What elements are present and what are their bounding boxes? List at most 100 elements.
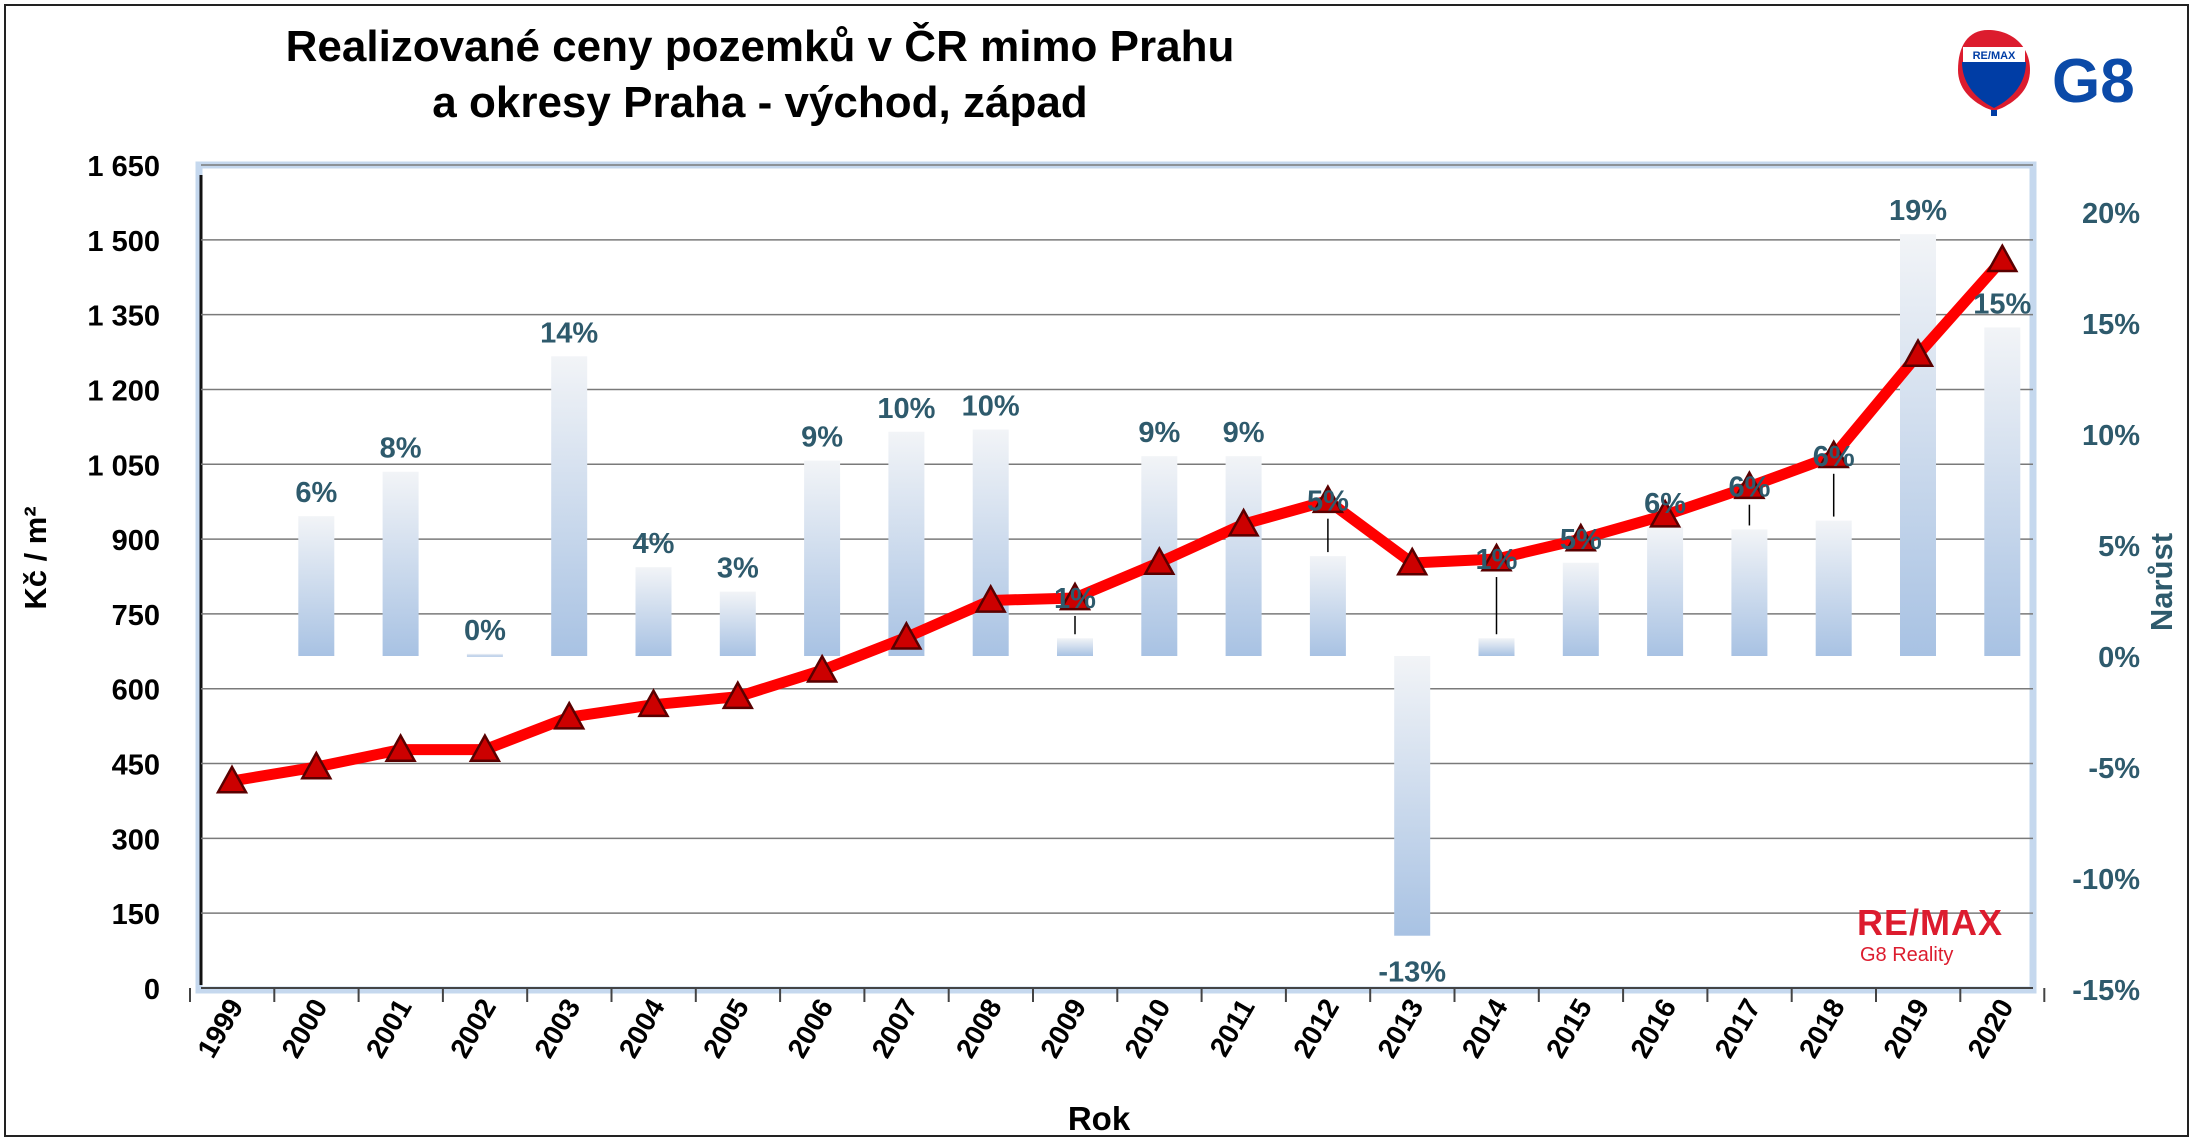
x-tick-label: 2006 [781,994,839,1063]
bar-value-label: 14% [540,317,598,349]
growth-bar [1562,562,1599,656]
bar-value-label: 19% [1889,195,1947,227]
right-tick-label: -15% [2072,975,2140,1007]
bar-value-label: 6% [1813,441,1855,473]
price-line [226,254,2008,787]
left-tick-label: 900 [112,525,160,557]
growth-bar [298,516,335,656]
bar-value-label: 9% [801,422,843,454]
price-marker [1733,470,1766,500]
growth-bar [1478,638,1515,656]
price-marker [805,653,839,683]
x-tick-label: 2013 [1371,994,1429,1063]
chart-title-line-1: Realizované ceny pozemků v ČR mimo Prahu [285,22,1235,71]
watermark-remax-text: RE/MAX [1857,902,2003,943]
x-tick-label: 2017 [1709,994,1767,1063]
x-tick-label: 2014 [1456,993,1514,1063]
left-tick-label: 150 [112,899,160,931]
growth-bar [382,471,419,656]
x-tick-label: 2000 [276,994,334,1063]
x-axis-ticks: 1999 2000 2001 2002 2003 2004 2005 2006 2007 2008… [189,988,2046,1063]
growth-bar [1225,456,1262,656]
x-tick-label: 2005 [697,994,755,1063]
bar-value-label: 6% [1728,472,1770,504]
left-axis-title: Kč / m² [18,506,53,609]
right-axis-title: Narůst [2144,533,2179,631]
price-marker [1396,546,1429,576]
x-tick-label: 2001 [360,994,418,1063]
left-tick-label: 0 [144,974,160,1006]
price-marker [1480,542,1513,572]
bar-value-label: 0% [464,615,506,647]
bar-value-label: 8% [380,433,422,465]
x-tick-label: 2002 [444,994,502,1063]
left-tick-label: 1 350 [87,301,160,333]
growth-bar [1647,527,1684,656]
bar-value-label: 9% [1138,417,1180,449]
price-marker [1058,581,1092,611]
bar-value-label: 1% [1476,544,1518,576]
right-tick-label: 10% [2082,420,2140,452]
growth-bar [972,429,1009,656]
price-marker [384,733,417,763]
left-tick-label: 1 650 [87,151,160,183]
growth-bar [888,431,925,656]
price-marker [468,733,502,763]
left-tick-label: 600 [112,675,160,707]
x-tick-label: 1999 [191,994,249,1063]
bar-value-label: 4% [633,528,675,560]
growth-bar [1984,327,2021,656]
x-tick-label: 2018 [1793,994,1851,1063]
right-tick-label: 5% [2098,531,2140,563]
x-axis-title: Rok [1068,1100,1131,1137]
price-marker [1817,439,1850,469]
price-marker [1986,243,2019,273]
x-tick-label: 2003 [528,994,586,1063]
right-tick-label: -10% [2072,864,2140,896]
right-tick-label: 15% [2082,309,2140,341]
growth-bar [719,591,756,656]
watermark-sub-text: G8 Reality [1860,944,1953,966]
price-marker [1311,484,1345,514]
x-tick-label: 2010 [1119,994,1177,1063]
growth-bar [1309,556,1346,656]
bar-value-label: 3% [717,553,759,585]
left-tick-label: 300 [112,824,160,856]
price-marker [974,583,1007,613]
growth-bar [804,460,841,656]
price-marker [215,764,249,794]
price-marker [1227,507,1260,537]
growth-bar [1394,656,1431,936]
bar-value-label: 5% [1307,486,1349,518]
leader-lines [1074,473,1835,635]
left-tick-label: 1 200 [87,375,160,407]
x-tick-label: 2020 [1962,994,2020,1063]
gridlines [201,164,2033,989]
price-marker [890,620,923,650]
bar-value-label: 6% [1644,488,1686,520]
x-tick-label: 2016 [1624,994,1682,1063]
left-axis-ticks: 0 150 300 450 600 750 900 1 050 1 200 1 350 1 500 1… [87,151,160,1006]
growth-bar [1057,638,1093,656]
x-tick-label: 2015 [1540,994,1598,1063]
bar-value-label: 10% [877,393,935,425]
bar-value-label: -13% [1378,957,1446,989]
price-marker [1901,337,1935,367]
bar-labels: 6% 8% 0% 14% 4% 3% 9% 10% 10% 1% 9% 9% 5% -13% 1% 5% 6% 6… [295,195,2031,989]
x-tick-label: 2011 [1204,994,1261,1062]
bar-series [298,234,2021,936]
left-tick-label: 1 500 [87,226,160,258]
right-axis-ticks: -15% -10% -5% 0% 5% 10% 15% 20% [2072,198,2140,1007]
x-tick-label: 2012 [1287,994,1345,1063]
price-marker [1143,545,1176,575]
price-marker [1564,522,1597,552]
bar-value-label: 15% [1973,288,2031,320]
x-tick-label: 2004 [613,993,671,1063]
growth-bar [1815,520,1852,656]
growth-bar [466,653,503,657]
price-markers [215,243,2019,794]
chart-title-line-2: a okresy Praha - východ, západ [432,78,1088,127]
right-tick-label: 0% [2098,642,2140,674]
x-tick-label: 2007 [866,994,924,1063]
x-tick-label: 2019 [1877,994,1935,1063]
